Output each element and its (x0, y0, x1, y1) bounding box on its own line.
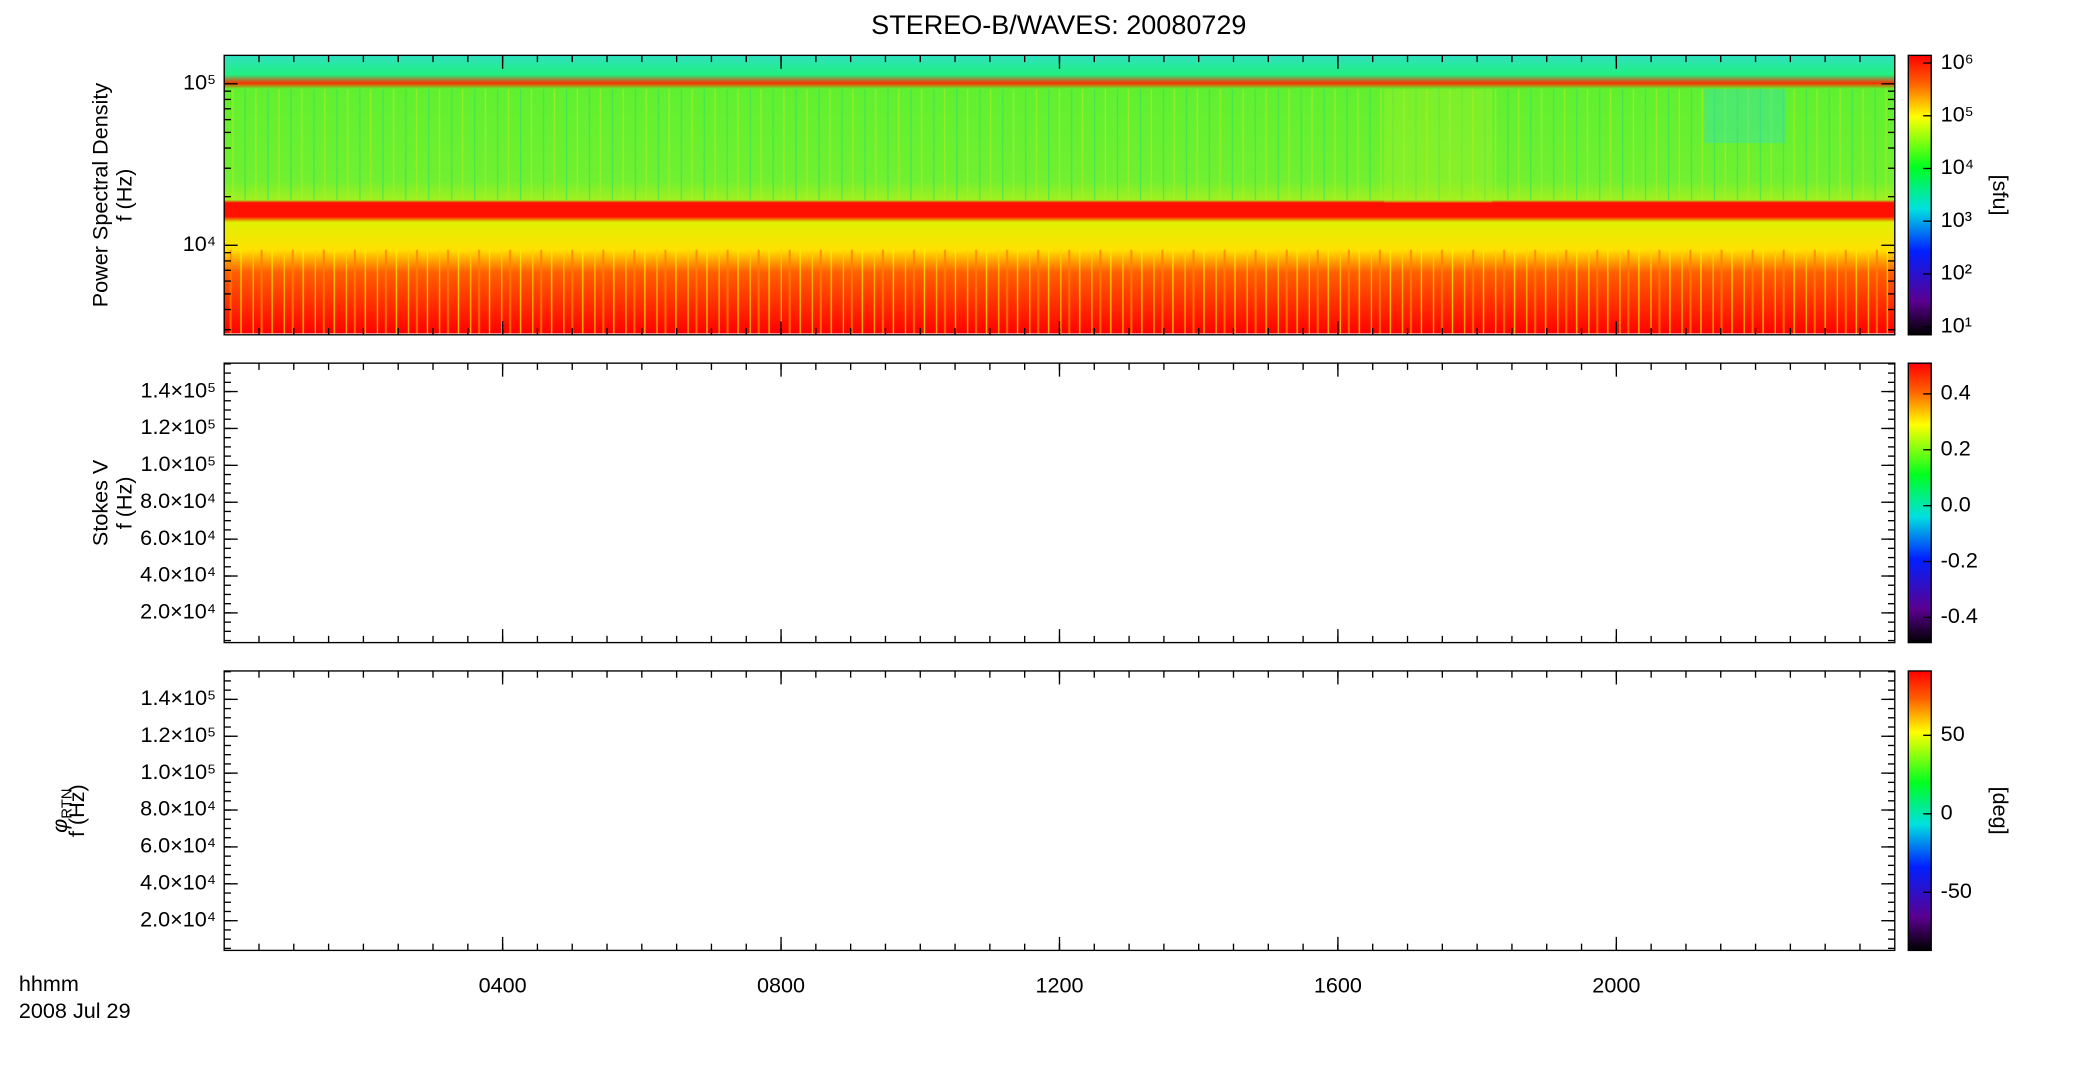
y-tick-label: 4.0×10⁴ (140, 870, 216, 895)
colorbar-tick-label: 10⁵ (1941, 101, 1974, 126)
y-axis-label-main: φ (46, 819, 71, 833)
colorbar-tick-label: 10⁶ (1941, 49, 1974, 74)
colorbar-tick-label: -0.2 (1941, 547, 1978, 572)
colorbar-tick-label: 10³ (1941, 207, 1972, 232)
colorbar-tick-label: -0.4 (1941, 603, 1978, 628)
date-label: 2008 Jul 29 (19, 998, 131, 1023)
colorbar-label: [deg] (1988, 787, 2013, 835)
y-axis-label-main: Power Spectral Density (87, 83, 112, 308)
y-tick-label: 1.2×10⁵ (140, 722, 216, 747)
y-axis-label-sub: RTN (59, 789, 75, 819)
plot-frame (223, 362, 1896, 644)
colorbar (1907, 54, 1932, 336)
x-tick-label: 0400 (479, 973, 527, 998)
x-tick-label: 0800 (757, 973, 805, 998)
colorbar (1907, 362, 1932, 644)
colorbar-tick-label: 10¹ (1941, 312, 1972, 337)
y-tick-label: 6.0×10⁴ (140, 525, 216, 550)
x-tick-label: 1200 (1035, 973, 1083, 998)
y-axis-unit: f (Hz) (64, 784, 89, 837)
y-axis-unit: f (Hz) (111, 169, 136, 222)
colorbar-tick-label: 10⁴ (1941, 154, 1974, 179)
y-tick-label: 1.4×10⁵ (140, 685, 216, 710)
y-tick-label: 2.0×10⁴ (140, 906, 216, 931)
colorbar-tick-label: 0.0 (1941, 491, 1971, 516)
y-tick-label: 2.0×10⁴ (140, 599, 216, 624)
chart-title: STEREO-B/WAVES: 20080729 (871, 10, 1246, 40)
y-tick-label: 1.2×10⁵ (140, 414, 216, 439)
colorbar-tick-label: -50 (1941, 878, 1972, 903)
colorbar-tick-label: 10² (1941, 260, 1972, 285)
colorbar-tick-label: 50 (1941, 721, 1965, 746)
colorbar-tick-label: 0 (1941, 800, 1953, 825)
y-axis-label-main: Stokes V (87, 459, 112, 546)
x-axis-label: hhmm (19, 971, 79, 996)
plot-frame (223, 670, 1896, 952)
colorbar-label: [sfu] (1988, 175, 2013, 216)
y-tick-label: 1.4×10⁵ (140, 377, 216, 402)
spectrogram (224, 55, 1895, 334)
y-tick-label: 8.0×10⁴ (140, 488, 216, 513)
y-tick-label: 6.0×10⁴ (140, 833, 216, 858)
y-tick-label: 8.0×10⁴ (140, 796, 216, 821)
y-tick-label: 10⁵ (183, 69, 216, 94)
y-tick-label: 1.0×10⁵ (140, 759, 216, 784)
y-tick-label: 4.0×10⁴ (140, 562, 216, 587)
y-axis-label: Power Spectral Density (87, 83, 112, 308)
y-tick-label: 1.0×10⁵ (140, 451, 216, 476)
colorbar-tick-label: 0.2 (1941, 435, 1971, 460)
y-axis-label: Stokes V (87, 459, 112, 546)
x-tick-label: 2000 (1592, 973, 1640, 998)
colorbar (1907, 670, 1932, 952)
colorbar-tick-label: 0.4 (1941, 380, 1971, 405)
y-axis-label: φRTN (46, 789, 75, 833)
x-tick-label: 1600 (1314, 973, 1362, 998)
y-tick-label: 10⁴ (183, 231, 216, 256)
y-axis-unit: f (Hz) (111, 476, 136, 529)
